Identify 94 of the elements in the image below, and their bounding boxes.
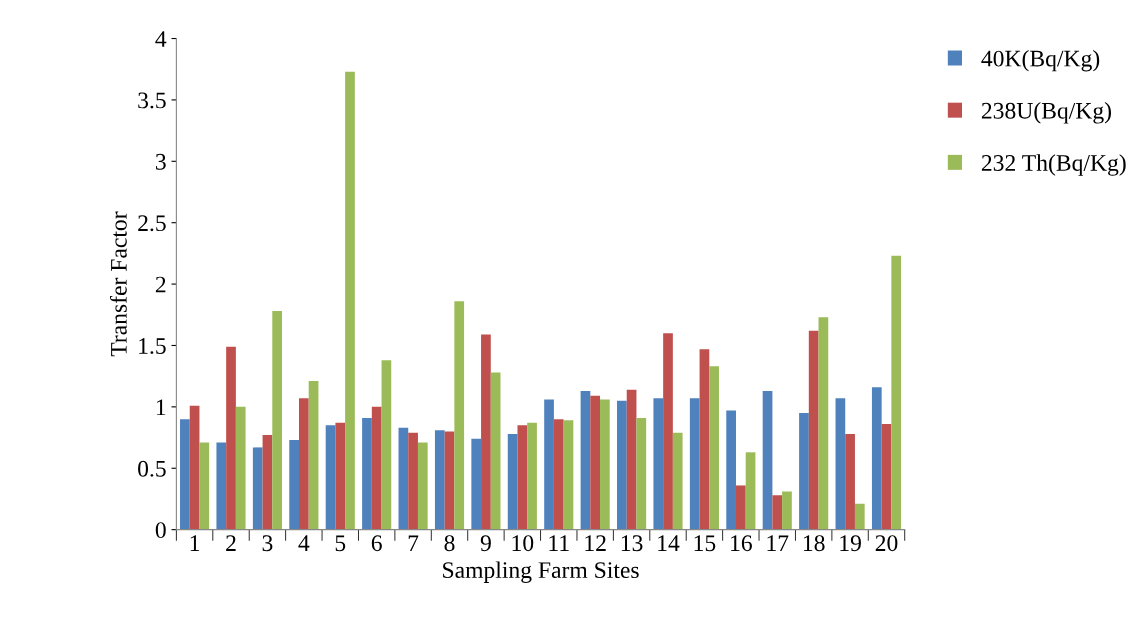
bar [845,433,855,530]
y-tick-label: 2.5 [138,215,166,232]
bar [871,387,882,530]
bar [617,400,627,530]
y-axis-title: Transfer Factor [109,211,127,357]
x-axis-title: Sampling Farm Sites [443,561,639,583]
bar [891,255,902,530]
bar [235,406,246,530]
x-tick-label: 19 [840,535,861,552]
x-tick-label: 10 [512,535,534,552]
x-tick-label: 18 [803,535,825,552]
x-tick-label: 12 [585,535,606,551]
bar [189,405,200,530]
bar [226,346,236,530]
bar [772,495,783,530]
x-tick-label: 16 [731,535,752,552]
bar [580,390,591,530]
bar [762,390,773,530]
bar [362,417,372,530]
bar [799,413,809,530]
x-tick-label: 13 [621,535,643,552]
bar [381,360,392,530]
x-tick-label: 9 [480,535,491,552]
x-tick-label: 15 [694,535,716,552]
bar [590,395,601,530]
bar [345,71,355,530]
bar [252,447,263,530]
y-tick-label: 1 [156,399,166,416]
bar [672,432,683,530]
bar [289,440,299,530]
bar [745,452,756,530]
bar [653,398,664,530]
bar [216,442,227,530]
bar [481,334,491,530]
x-tick-label: 3 [262,535,273,552]
y-tick-label: 3 [155,153,166,170]
bar [563,420,574,530]
y-tick-label: 0 [155,522,166,539]
bar [517,425,528,530]
legend-label: 232 Th(Bq/Kg) [981,154,1126,176]
bar [818,317,829,530]
bar [782,491,792,530]
bar [527,422,537,530]
bar [490,372,501,530]
bar [262,435,273,530]
bar [454,301,465,530]
x-tick-label: 20 [875,535,898,552]
x-tick-label: 17 [767,535,789,551]
bar [663,333,673,530]
y-tick-label: 4 [155,31,167,47]
bar [735,485,746,530]
bar [471,438,482,530]
x-tick-label: 7 [408,535,419,551]
bar [325,425,336,530]
x-tick-label: 11 [549,535,569,551]
x-tick-label: 2 [226,535,236,551]
bar [808,330,819,530]
x-tick-label: 1 [190,535,200,551]
bar [417,442,428,530]
x-tick-label: 4 [298,535,310,551]
bar [434,430,445,530]
bar [626,389,637,530]
bar [544,399,554,530]
bar [553,419,564,530]
bar [726,410,736,530]
bar [298,398,309,530]
bar [199,442,210,530]
x-tick-label: 8 [444,535,455,552]
bar [699,349,710,530]
bar [398,427,409,530]
bar [335,422,346,530]
legend-label: 40K(Bq/Kg) [981,49,1100,72]
legend-label: 238U(Bq/Kg) [981,102,1111,124]
bar [408,432,418,530]
bar [854,503,865,530]
y-tick-label: 0.5 [138,460,166,477]
bar [709,366,719,530]
bar [507,433,518,530]
x-tick-label: 14 [658,535,680,551]
y-tick-label: 1.5 [139,338,166,354]
x-tick-label: 6 [371,535,382,552]
bar [835,398,846,530]
bar [600,399,610,530]
bar [689,398,700,530]
bar [444,431,455,530]
y-tick-label: 2 [155,276,166,293]
bar [371,406,382,530]
bar [881,424,892,530]
bar [272,311,282,530]
bar [308,381,319,530]
bar [636,417,647,530]
x-tick-label: 5 [335,535,346,552]
y-tick-label: 3.5 [138,92,166,109]
bar [180,419,190,530]
